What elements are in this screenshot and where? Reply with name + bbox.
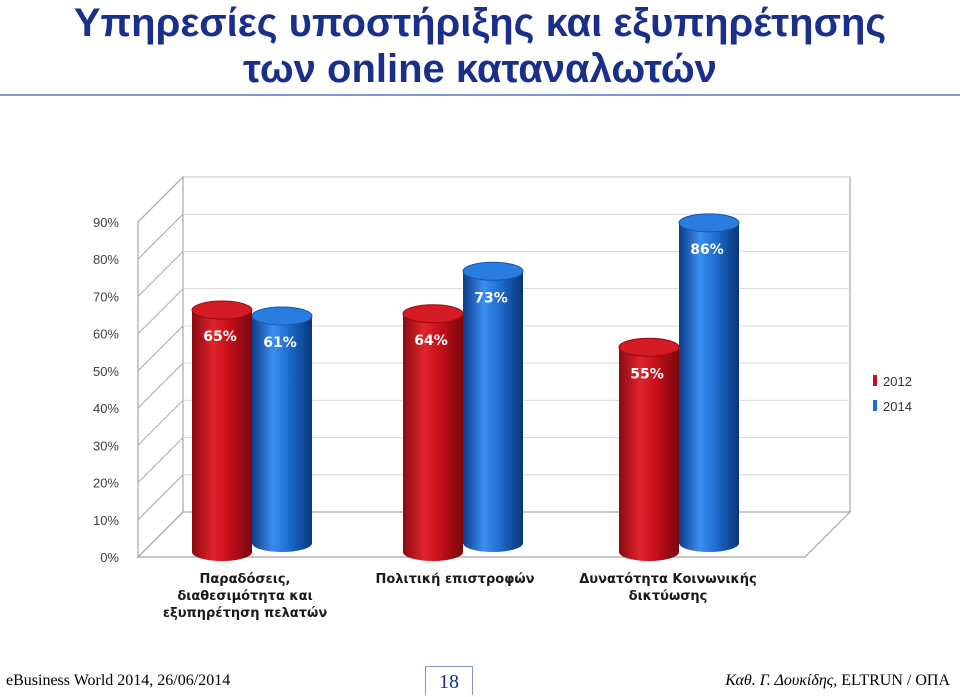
gridline-side [137, 437, 184, 483]
gridline-side [137, 213, 184, 260]
data-label: 86% [690, 242, 724, 258]
bar-2014-0 [251, 306, 313, 552]
page-number: 18 [425, 666, 473, 695]
data-label: 65% [203, 329, 237, 345]
bar-top-cap [251, 306, 313, 326]
data-label: 73% [474, 290, 508, 306]
footer-event: eBusiness World 2014, 26/06/2014 [6, 672, 231, 689]
data-label: 64% [414, 333, 448, 349]
y-axis-ticks: 0% 10% 20% 30% 40% 50% 60% 70% 80% 90% [93, 215, 119, 565]
bar-top-cap [402, 304, 464, 324]
bar-top-cap [678, 213, 740, 233]
data-label: 55% [630, 366, 664, 382]
bar-body [192, 310, 252, 561]
bar-2014-1 [462, 261, 524, 552]
legend-label-2014: 2014 [883, 399, 912, 414]
y-tick-label: 80% [93, 252, 119, 267]
bar-2014-2 [678, 213, 740, 552]
gridline-side [137, 251, 184, 297]
chart-floor [136, 511, 852, 558]
y-tick-label: 20% [93, 476, 119, 491]
bar-2012-1 [402, 304, 464, 561]
bar-top-cap [191, 300, 253, 320]
bar-top-cap [618, 337, 680, 357]
category-label: Δυνατότητα Κοινωνικής δικτύωσης [579, 572, 757, 604]
y-tick-label: 90% [93, 215, 119, 230]
bar-body [619, 347, 679, 561]
category-label: Πολιτική επιστροφών [375, 572, 534, 587]
bar-2012-0 [191, 300, 253, 561]
y-tick-label: 40% [93, 401, 119, 416]
title-divider [0, 94, 960, 96]
y-tick-label: 50% [93, 364, 119, 379]
bar-top-cap [462, 261, 524, 281]
gridline-side [137, 362, 184, 409]
gridline-side [137, 399, 184, 446]
gridline-side [137, 325, 184, 372]
bar-body [252, 315, 312, 552]
category-label: Παραδόσεις, διαθεσιμότητα και εξυπηρέτηση … [163, 572, 328, 621]
data-labels: 65% 64% 55% 61% 73% 86% [203, 242, 724, 382]
chart-bars [191, 213, 740, 561]
bar-2012-2 [618, 337, 680, 561]
bar-body [403, 313, 463, 561]
legend-label-2012: 2012 [883, 374, 912, 389]
y-tick-label: 30% [93, 438, 119, 453]
legend-swatch-2014 [873, 400, 877, 411]
y-tick-label: 60% [93, 327, 119, 342]
y-tick-label: 10% [93, 513, 119, 528]
gridline-side [137, 474, 184, 521]
legend-swatch-2012 [873, 375, 877, 386]
x-axis-categories: Παραδόσεις, διαθεσιμότητα και εξυπηρέτηση … [163, 572, 757, 621]
footer-author: Καθ. Γ. Δουκίδης, ELTRUN / ΟΠΑ [725, 672, 950, 690]
slide-title-line1: Υπηρεσίες υποστήριξης και εξυπηρέτησης [73, 1, 887, 45]
slide-title-line2: των online καταναλωτών [243, 47, 717, 91]
chart-side-wall [137, 175, 184, 559]
bar-body [679, 222, 739, 552]
data-label: 61% [263, 335, 297, 351]
bar-body [463, 271, 523, 552]
y-tick-label: 0% [100, 550, 119, 565]
footer-author-name: Καθ. Γ. Δουκίδης, [725, 672, 838, 689]
gridline-side [137, 288, 184, 335]
footer-org: ELTRUN / ΟΠΑ [841, 672, 950, 689]
chart-legend: 2012 2014 [873, 374, 912, 414]
gridline-side [137, 176, 184, 223]
y-tick-label: 70% [93, 289, 119, 304]
